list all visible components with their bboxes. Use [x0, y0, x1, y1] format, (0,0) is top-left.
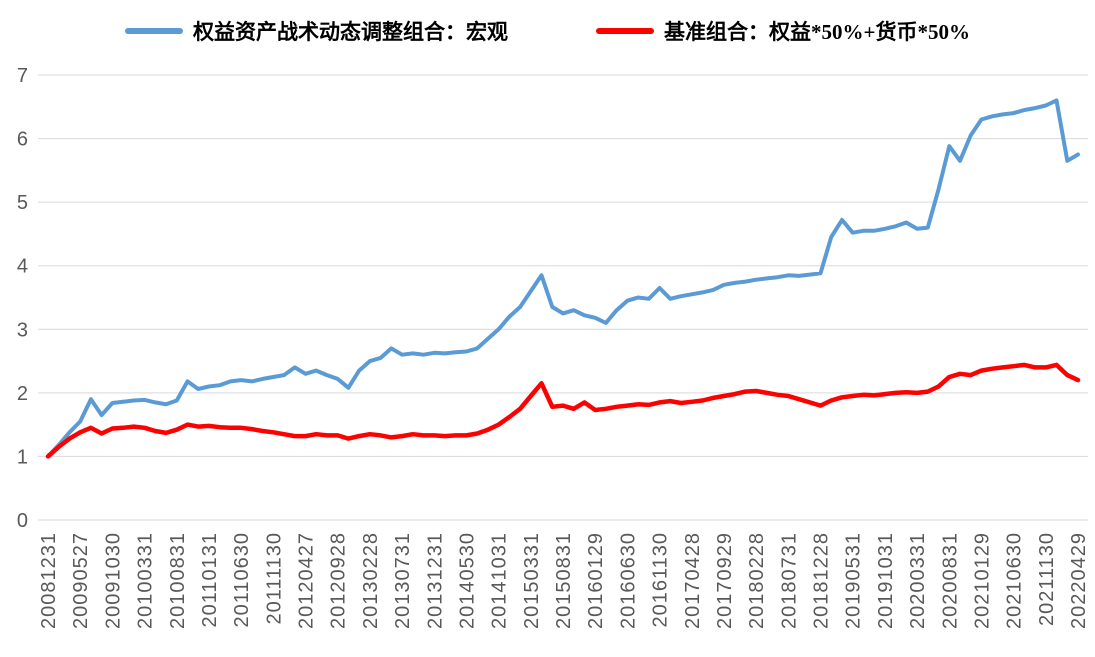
legend-label-benchmark: 基准组合：权益*50%+货币*50%: [664, 20, 970, 44]
y-axis-tick-label: 3: [17, 319, 28, 341]
y-axis-tick-label: 5: [17, 192, 28, 214]
x-axis-tick-label: 20150331: [521, 532, 543, 629]
x-axis-tick-label: 20180228: [746, 532, 768, 629]
x-axis-tick-label: 20090527: [70, 532, 92, 629]
x-axis-tick-label: 20150831: [553, 532, 575, 629]
x-axis-tick-label: 20170929: [714, 532, 736, 629]
x-axis-tick-label: 20130228: [360, 532, 382, 629]
y-axis-tick-label: 7: [17, 65, 28, 87]
x-axis-tick-label: 20100331: [135, 532, 157, 629]
x-axis-tick-label: 20200831: [939, 532, 961, 629]
y-axis-tick-label: 1: [17, 446, 28, 468]
x-axis-tick-label: 20120928: [328, 532, 350, 629]
x-axis-tick-label: 20131231: [424, 532, 446, 629]
x-axis-tick-label: 20081231: [38, 532, 60, 629]
legend-line-sample-blue: [125, 28, 184, 34]
x-axis-tick-label: 20210129: [971, 532, 993, 629]
x-axis-tick-label: 20161130: [650, 532, 672, 628]
x-axis-tick-label: 20140530: [456, 532, 478, 629]
x-axis-tick-label: 20181228: [811, 532, 833, 629]
legend-item-benchmark: 基准组合：权益*50%+货币*50%: [596, 16, 970, 46]
legend-label-portfolio: 权益资产战术动态调整组合：宏观: [193, 20, 509, 44]
x-axis-tick-label: 20130731: [392, 532, 414, 629]
y-axis-tick-label: 6: [17, 129, 28, 151]
x-axis-tick-label: 20100831: [167, 532, 189, 629]
x-axis-tick-label: 20220429: [1068, 532, 1090, 629]
x-axis-tick-label: 20170428: [682, 532, 704, 629]
x-axis-tick-label: 20141031: [489, 532, 511, 629]
x-axis-tick-label: 20200331: [907, 532, 929, 629]
x-axis-tick-label: 20180731: [778, 532, 800, 629]
x-axis-tick-label: 20110630: [231, 532, 253, 628]
x-axis-tick-label: 20190531: [843, 532, 865, 629]
series-line-portfolio: [46, 98, 1080, 459]
x-axis-tick-label: 20210630: [1004, 532, 1026, 629]
x-axis-tick-label: 20120427: [296, 532, 318, 629]
legend-item-portfolio: 权益资产战术动态调整组合：宏观: [125, 16, 508, 46]
y-axis-tick-label: 2: [17, 383, 28, 405]
x-axis-tick-label: 20160129: [585, 532, 607, 629]
x-axis-tick-label: 20160630: [617, 532, 639, 629]
x-axis-tick-label: 20110131: [199, 532, 221, 628]
x-axis-tick-label: 20211130: [1036, 532, 1058, 626]
x-axis-tick-label: 20091030: [102, 532, 124, 629]
y-axis-tick-label: 0: [17, 510, 28, 532]
legend-line-sample-red: [596, 28, 655, 34]
x-axis-tick-label: 20191031: [875, 532, 897, 629]
series-line-benchmark: [45, 362, 1081, 459]
x-axis-tick-label: 20111130: [263, 532, 285, 625]
y-axis-tick-label: 4: [17, 256, 28, 278]
chart-legend: 权益资产战术动态调整组合：宏观 基准组合：权益*50%+货币*50%: [0, 16, 1095, 46]
